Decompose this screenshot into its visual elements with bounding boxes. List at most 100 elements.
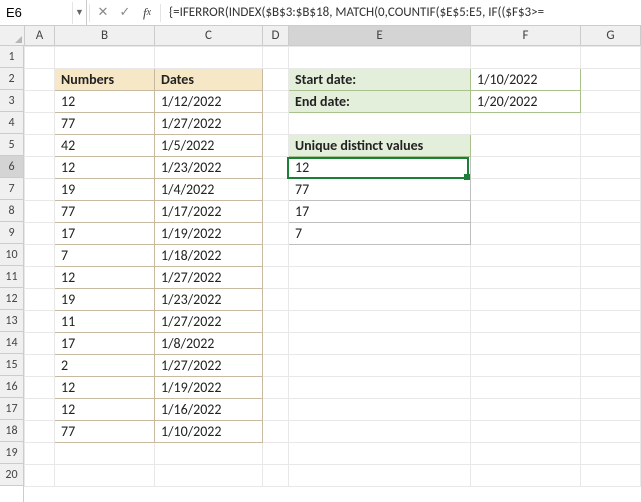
cell-E5[interactable]: Unique distinct values (289, 135, 471, 157)
cell-G8[interactable] (581, 201, 641, 223)
cell-G14[interactable] (581, 333, 641, 355)
row-header-13[interactable]: 13 (0, 310, 23, 332)
cancel-icon[interactable]: ✕ (92, 1, 114, 25)
cell-C4[interactable]: 1/27/2022 (155, 113, 263, 135)
cell-D7[interactable] (263, 179, 289, 201)
cell-E10[interactable] (289, 245, 471, 267)
cell-C20[interactable] (155, 465, 263, 487)
cell-B6[interactable]: 12 (55, 157, 155, 179)
cell-E17[interactable] (289, 399, 471, 421)
cell-F17[interactable] (471, 399, 581, 421)
cell-B19[interactable] (55, 443, 155, 465)
cell-G7[interactable] (581, 179, 641, 201)
row-header-4[interactable]: 4 (0, 112, 23, 134)
cell-C14[interactable]: 1/8/2022 (155, 333, 263, 355)
cell-E4[interactable] (289, 113, 471, 135)
cell-E11[interactable] (289, 267, 471, 289)
row-header-5[interactable]: 5 (0, 134, 23, 156)
cell-E9[interactable]: 7 (289, 223, 471, 245)
cell-G19[interactable] (581, 443, 641, 465)
cell-B13[interactable]: 11 (55, 311, 155, 333)
cell-E2[interactable]: Start date: (289, 69, 471, 91)
cell-D16[interactable] (263, 377, 289, 399)
cell-A20[interactable] (25, 465, 55, 487)
cell-C5[interactable]: 1/5/2022 (155, 135, 263, 157)
cell-D6[interactable] (263, 157, 289, 179)
cell-E14[interactable] (289, 333, 471, 355)
cell-G10[interactable] (581, 245, 641, 267)
cell-C9[interactable]: 1/19/2022 (155, 223, 263, 245)
cell-E1[interactable] (289, 47, 471, 69)
row-header-2[interactable]: 2 (0, 68, 23, 90)
row-header-9[interactable]: 9 (0, 222, 23, 244)
select-all-corner[interactable] (0, 26, 25, 45)
cell-D10[interactable] (263, 245, 289, 267)
cell-D4[interactable] (263, 113, 289, 135)
cell-A15[interactable] (25, 355, 55, 377)
cell-F19[interactable] (471, 443, 581, 465)
cell-C13[interactable]: 1/27/2022 (155, 311, 263, 333)
cell-D19[interactable] (263, 443, 289, 465)
cell-B14[interactable]: 17 (55, 333, 155, 355)
cell-C1[interactable] (155, 47, 263, 69)
cell-F16[interactable] (471, 377, 581, 399)
cell-G6[interactable] (581, 157, 641, 179)
cell-B20[interactable] (55, 465, 155, 487)
cell-F1[interactable] (471, 47, 581, 69)
cell-A8[interactable] (25, 201, 55, 223)
cell-G18[interactable] (581, 421, 641, 443)
cell-B17[interactable]: 12 (55, 399, 155, 421)
column-header-E[interactable]: E (289, 26, 471, 45)
cell-E12[interactable] (289, 289, 471, 311)
cell-A18[interactable] (25, 421, 55, 443)
fx-icon[interactable]: fx (136, 1, 158, 25)
cell-G17[interactable] (581, 399, 641, 421)
cell-G1[interactable] (581, 47, 641, 69)
row-header-19[interactable]: 19 (0, 442, 23, 464)
cell-G20[interactable] (581, 465, 641, 487)
cell-D1[interactable] (263, 47, 289, 69)
cell-E8[interactable]: 17 (289, 201, 471, 223)
enter-icon[interactable]: ✓ (114, 1, 136, 25)
cell-A14[interactable] (25, 333, 55, 355)
cell-F12[interactable] (471, 289, 581, 311)
cell-F9[interactable] (471, 223, 581, 245)
cell-G9[interactable] (581, 223, 641, 245)
cell-C19[interactable] (155, 443, 263, 465)
cell-C3[interactable]: 1/12/2022 (155, 91, 263, 113)
cell-C17[interactable]: 1/16/2022 (155, 399, 263, 421)
cell-B10[interactable]: 7 (55, 245, 155, 267)
cell-A17[interactable] (25, 399, 55, 421)
cell-C2[interactable]: Dates (155, 69, 263, 91)
formula-input[interactable]: {=IFERROR(INDEX($B$3:$B$18, MATCH(0,COUN… (163, 0, 641, 25)
cell-B5[interactable]: 42 (55, 135, 155, 157)
cell-D5[interactable] (263, 135, 289, 157)
row-header-3[interactable]: 3 (0, 90, 23, 112)
cell-B11[interactable]: 12 (55, 267, 155, 289)
row-header-6[interactable]: 6 (0, 156, 23, 178)
cell-A19[interactable] (25, 443, 55, 465)
cell-F5[interactable] (471, 135, 581, 157)
row-header-16[interactable]: 16 (0, 376, 23, 398)
cell-A6[interactable] (25, 157, 55, 179)
row-header-7[interactable]: 7 (0, 178, 23, 200)
name-box-dropdown-icon[interactable]: ▼ (72, 2, 86, 24)
row-header-15[interactable]: 15 (0, 354, 23, 376)
column-header-C[interactable]: C (155, 26, 263, 45)
cell-E18[interactable] (289, 421, 471, 443)
cell-C18[interactable]: 1/10/2022 (155, 421, 263, 443)
cell-F18[interactable] (471, 421, 581, 443)
cell-E13[interactable] (289, 311, 471, 333)
cell-G5[interactable] (581, 135, 641, 157)
cell-F4[interactable] (471, 113, 581, 135)
cell-G16[interactable] (581, 377, 641, 399)
cell-F13[interactable] (471, 311, 581, 333)
row-header-10[interactable]: 10 (0, 244, 23, 266)
cell-B9[interactable]: 17 (55, 223, 155, 245)
cell-A2[interactable] (25, 69, 55, 91)
cell-D14[interactable] (263, 333, 289, 355)
row-header-20[interactable]: 20 (0, 464, 23, 486)
cell-D20[interactable] (263, 465, 289, 487)
cell-E7[interactable]: 77 (289, 179, 471, 201)
cell-D18[interactable] (263, 421, 289, 443)
